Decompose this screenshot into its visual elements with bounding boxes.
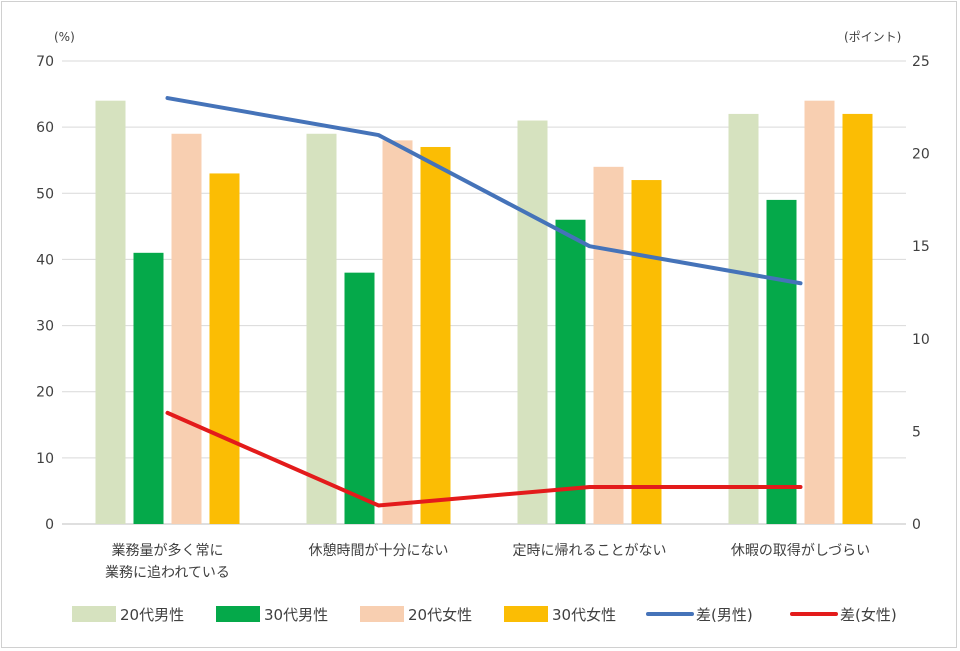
bar [95, 100, 126, 524]
legend-swatch [360, 606, 404, 622]
bar [306, 133, 337, 524]
series-line [165, 410, 803, 508]
legend-label: 30代女性 [552, 606, 616, 624]
category-label: 休暇の取得がしづらい [731, 542, 870, 559]
legend-swatch [72, 606, 116, 622]
bar [804, 100, 835, 524]
left-tick-label: 50 [36, 186, 54, 202]
category-label: 定時に帰れることがない [513, 542, 667, 559]
left-tick-label: 70 [36, 54, 54, 70]
series-line [165, 96, 803, 286]
left-tick-label: 30 [36, 319, 54, 335]
bar [209, 173, 240, 524]
bar [382, 140, 413, 524]
bar [517, 120, 548, 525]
left-tick-label: 20 [36, 385, 54, 401]
category-label: 業務に追われている [105, 565, 230, 581]
bar [593, 166, 624, 525]
right-tick-label: 10 [912, 332, 930, 348]
category-label: 休憩時間が十分にない [309, 542, 449, 559]
right-tick-label: 5 [912, 424, 921, 440]
legend-label: 30代男性 [264, 606, 328, 624]
legend-label: 差(女性) [840, 606, 897, 624]
bar [171, 133, 202, 524]
left-tick-label: 10 [36, 451, 54, 467]
legend-swatch [216, 606, 260, 622]
bar [555, 219, 586, 524]
category-label: 業務量が多く常に [112, 542, 224, 559]
bar [728, 113, 759, 525]
right-tick-label: 20 [912, 147, 930, 163]
bar [631, 180, 662, 525]
bar [133, 252, 164, 525]
left-tick-label: 40 [36, 252, 54, 268]
bar [766, 199, 797, 524]
bar [344, 272, 375, 524]
right-axis-unit: (ポイント) [844, 30, 901, 44]
left-tick-label: 60 [36, 120, 54, 136]
right-tick-label: 25 [912, 54, 930, 70]
bar [420, 146, 451, 524]
legend-swatch [504, 606, 548, 622]
right-tick-label: 15 [912, 239, 930, 255]
left-tick-label: 0 [45, 517, 54, 533]
legend-label: 20代女性 [408, 606, 472, 624]
legend-label: 20代男性 [120, 606, 184, 624]
bar [842, 113, 873, 525]
right-tick-label: 0 [912, 517, 921, 533]
left-axis-unit: (%) [54, 30, 75, 44]
legend-label: 差(男性) [696, 606, 753, 624]
